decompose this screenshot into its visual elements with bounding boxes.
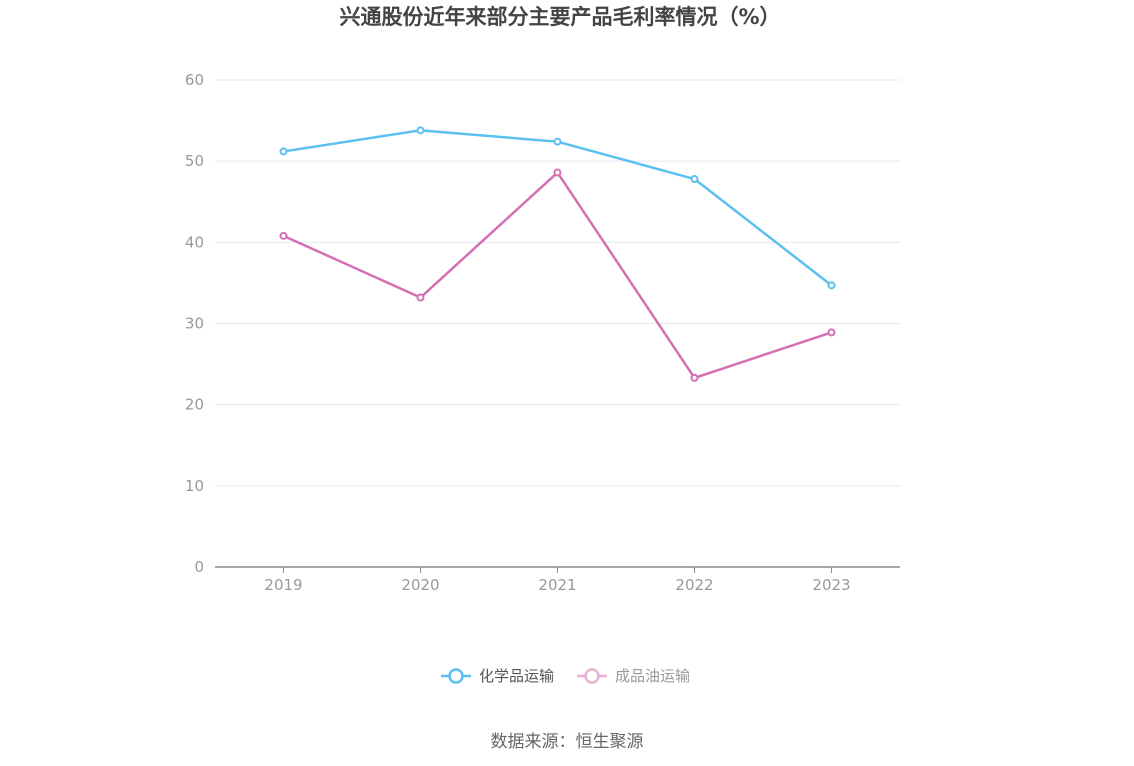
x-tick-label: 2022 <box>675 576 713 594</box>
series-layer <box>279 126 836 382</box>
x-axis: 2019 2020 2021 2022 2023 <box>215 566 900 594</box>
legend-item[interactable]: 成品油运输 <box>577 667 690 685</box>
legend[interactable]: 化学品运输 成品油运输 <box>441 667 690 685</box>
legend-label: 化学品运输 <box>479 667 554 685</box>
series-2 <box>279 168 836 382</box>
y-axis: 0 10 20 30 40 50 60 <box>185 71 204 576</box>
y-tick-label: 40 <box>185 233 204 251</box>
x-tick-label: 2021 <box>538 576 576 594</box>
data-point[interactable] <box>416 126 425 135</box>
y-tick-label: 10 <box>185 477 204 495</box>
y-tick-label: 0 <box>194 558 204 576</box>
data-point[interactable] <box>690 373 699 382</box>
x-tick-label: 2023 <box>812 576 850 594</box>
chart-title: 兴通股份近年来部分主要产品毛利率情况（%） <box>339 5 780 29</box>
x-tick-label: 2020 <box>401 576 439 594</box>
data-point[interactable] <box>827 328 836 337</box>
legend-label: 成品油运输 <box>615 667 690 685</box>
data-point[interactable] <box>553 137 562 146</box>
source-note: 数据来源：恒生聚源 <box>491 732 644 752</box>
series-line <box>282 171 832 380</box>
data-point[interactable] <box>553 168 562 177</box>
y-tick-label: 20 <box>185 396 204 414</box>
grid-lines <box>215 79 900 487</box>
series-line <box>283 129 833 287</box>
legend-item[interactable]: 化学品运输 <box>441 667 554 685</box>
series-1 <box>279 126 836 290</box>
y-tick-label: 50 <box>185 152 204 170</box>
legend-marker-icon <box>584 668 600 684</box>
y-tick-label: 30 <box>185 315 204 333</box>
data-point[interactable] <box>690 175 699 184</box>
legend-marker-icon <box>448 668 464 684</box>
data-point[interactable] <box>279 231 288 240</box>
data-point[interactable] <box>416 293 425 302</box>
data-point[interactable] <box>827 281 836 290</box>
data-point[interactable] <box>279 147 288 156</box>
x-tick-label: 2019 <box>264 576 302 594</box>
y-tick-label: 60 <box>185 71 204 89</box>
